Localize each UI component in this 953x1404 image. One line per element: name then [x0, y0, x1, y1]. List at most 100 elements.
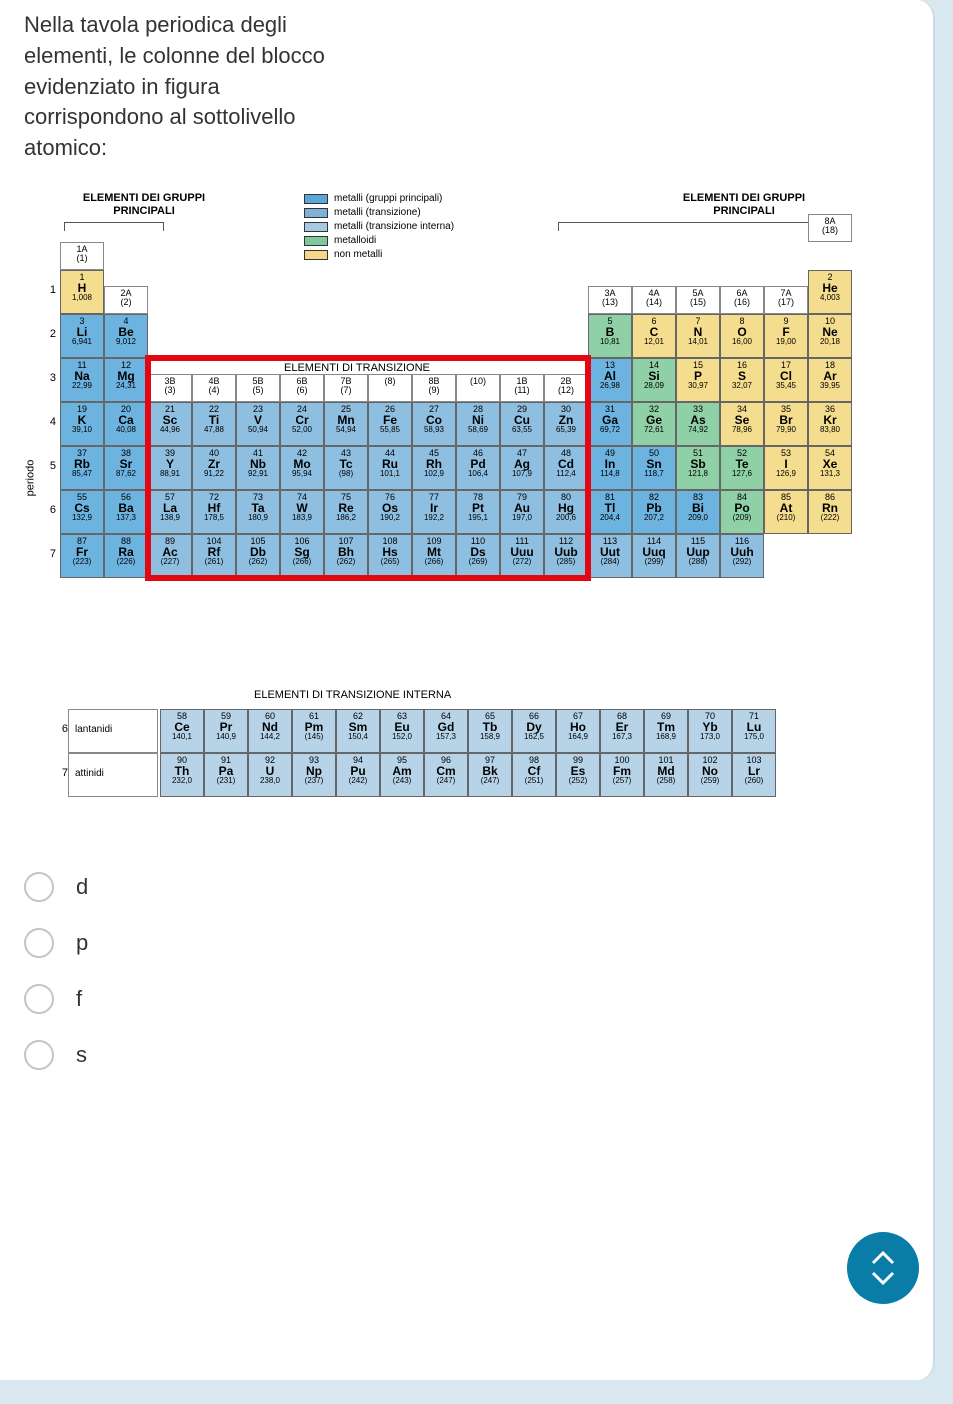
element-cell: 86Rn(222) — [808, 490, 852, 534]
element-cell: 55Cs132,9 — [60, 490, 104, 534]
period-number: 5 — [42, 460, 56, 472]
element-cell: 39Y88,91 — [148, 446, 192, 490]
element-cell: 28Ni58,69 — [456, 402, 500, 446]
group-header: 8A(18) — [808, 214, 852, 242]
element-cell: 11Na22,99 — [60, 358, 104, 402]
element-cell: 106Sg(266) — [280, 534, 324, 578]
element-cell: 5B10,81 — [588, 314, 632, 358]
group-header: 6B(6) — [280, 374, 324, 402]
bracket-right — [558, 222, 828, 230]
period-number: 6 — [42, 504, 56, 516]
element-cell: 20Ca40,08 — [104, 402, 148, 446]
element-cell: 37Rb85,47 — [60, 446, 104, 490]
element-cell: 50Sn118,7 — [632, 446, 676, 490]
group-header: 3A(13) — [588, 286, 632, 314]
element-cell: 3Li6,941 — [60, 314, 104, 358]
answer-option[interactable]: f — [24, 984, 909, 1014]
element-cell: 53I126,9 — [764, 446, 808, 490]
element-cell: 82Pb207,2 — [632, 490, 676, 534]
legend-label: non metalli — [334, 249, 382, 260]
element-cell: 13Al26,98 — [588, 358, 632, 402]
element-cell: 41Nb92,91 — [236, 446, 280, 490]
element-cell: 62Sm150,4 — [336, 709, 380, 753]
element-cell: 91Pa(231) — [204, 753, 248, 797]
element-cell: 75Re186,2 — [324, 490, 368, 534]
period-number: 7 — [42, 548, 56, 560]
option-label: f — [76, 986, 82, 1012]
legend-row: metalli (transizione interna) — [304, 220, 454, 234]
element-cell: 100Fm(257) — [600, 753, 644, 797]
element-cell: 94Pu(242) — [336, 753, 380, 797]
element-cell: 33As74,92 — [676, 402, 720, 446]
chevron-down-icon — [870, 1270, 896, 1286]
period-axis-label: periodo — [24, 460, 36, 497]
header-main-right: ELEMENTI DEI GRUPPI PRINCIPALI — [654, 192, 834, 218]
element-cell: 80Hg200,6 — [544, 490, 588, 534]
legend-label: metalli (transizione interna) — [334, 221, 454, 232]
element-cell: 116Uuh(292) — [720, 534, 764, 578]
answer-option[interactable]: s — [24, 1040, 909, 1070]
period-number: 2 — [42, 328, 56, 340]
element-cell: 111Uuu(272) — [500, 534, 544, 578]
nav-fab[interactable] — [847, 1232, 919, 1304]
la-row-label: lantanidi — [68, 709, 158, 753]
answer-option[interactable]: d — [24, 872, 909, 902]
legend-row: non metalli — [304, 248, 454, 262]
element-cell: 48Cd112,4 — [544, 446, 588, 490]
element-cell: 18Ar39,95 — [808, 358, 852, 402]
element-cell: 2He4,003 — [808, 270, 852, 314]
chevron-up-icon — [870, 1250, 896, 1266]
element-cell: 96Cm(247) — [424, 753, 468, 797]
legend: metalli (gruppi principali)metalli (tran… — [304, 192, 454, 262]
bracket-left — [64, 222, 164, 230]
period-number: 1 — [42, 284, 56, 296]
element-cell: 12Mg24,31 — [104, 358, 148, 402]
element-cell: 25Mn54,94 — [324, 402, 368, 446]
element-cell: 30Zn65,39 — [544, 402, 588, 446]
element-cell: 1H1,008 — [60, 270, 104, 314]
element-cell: 83Bi209,0 — [676, 490, 720, 534]
element-cell: 23V50,94 — [236, 402, 280, 446]
element-cell: 64Gd157,3 — [424, 709, 468, 753]
group-header: 7A(17) — [764, 286, 808, 314]
element-cell: 63Eu152,0 — [380, 709, 424, 753]
element-cell: 60Nd144,2 — [248, 709, 292, 753]
la-row-label: attinidi — [68, 753, 158, 797]
legend-swatch — [304, 208, 328, 218]
element-cell: 81Tl204,4 — [588, 490, 632, 534]
element-cell: 32Ge72,61 — [632, 402, 676, 446]
element-cell: 69Tm168,9 — [644, 709, 688, 753]
element-cell: 76Os190,2 — [368, 490, 412, 534]
element-cell: 52Te127,6 — [720, 446, 764, 490]
element-cell: 47Ag107,9 — [500, 446, 544, 490]
group-header: 1B(11) — [500, 374, 544, 402]
element-cell: 6C12,01 — [632, 314, 676, 358]
element-cell: 38Sr87,62 — [104, 446, 148, 490]
element-cell: 92U238,0 — [248, 753, 292, 797]
element-cell: 4Be9,012 — [104, 314, 148, 358]
element-cell: 66Dy162,5 — [512, 709, 556, 753]
element-cell: 26Fe55,85 — [368, 402, 412, 446]
element-cell: 19K39,10 — [60, 402, 104, 446]
element-cell: 105Db(262) — [236, 534, 280, 578]
element-cell: 67Ho164,9 — [556, 709, 600, 753]
element-cell: 10Ne20,18 — [808, 314, 852, 358]
element-cell: 78Pt195,1 — [456, 490, 500, 534]
element-cell: 108Hs(265) — [368, 534, 412, 578]
element-cell: 101Md(258) — [644, 753, 688, 797]
answer-option[interactable]: p — [24, 928, 909, 958]
element-cell: 68Er167,3 — [600, 709, 644, 753]
element-cell: 79Au197,0 — [500, 490, 544, 534]
element-cell: 72Hf178,5 — [192, 490, 236, 534]
element-cell: 15P30,97 — [676, 358, 720, 402]
element-cell: 51Sb121,8 — [676, 446, 720, 490]
option-label: d — [76, 874, 88, 900]
element-cell: 73Ta180,9 — [236, 490, 280, 534]
element-cell: 85At(210) — [764, 490, 808, 534]
radio-icon — [24, 984, 54, 1014]
radio-icon — [24, 1040, 54, 1070]
group-header: 5A(15) — [676, 286, 720, 314]
element-cell: 70Yb173,0 — [688, 709, 732, 753]
element-cell: 95Am(243) — [380, 753, 424, 797]
element-cell: 42Mo95,94 — [280, 446, 324, 490]
